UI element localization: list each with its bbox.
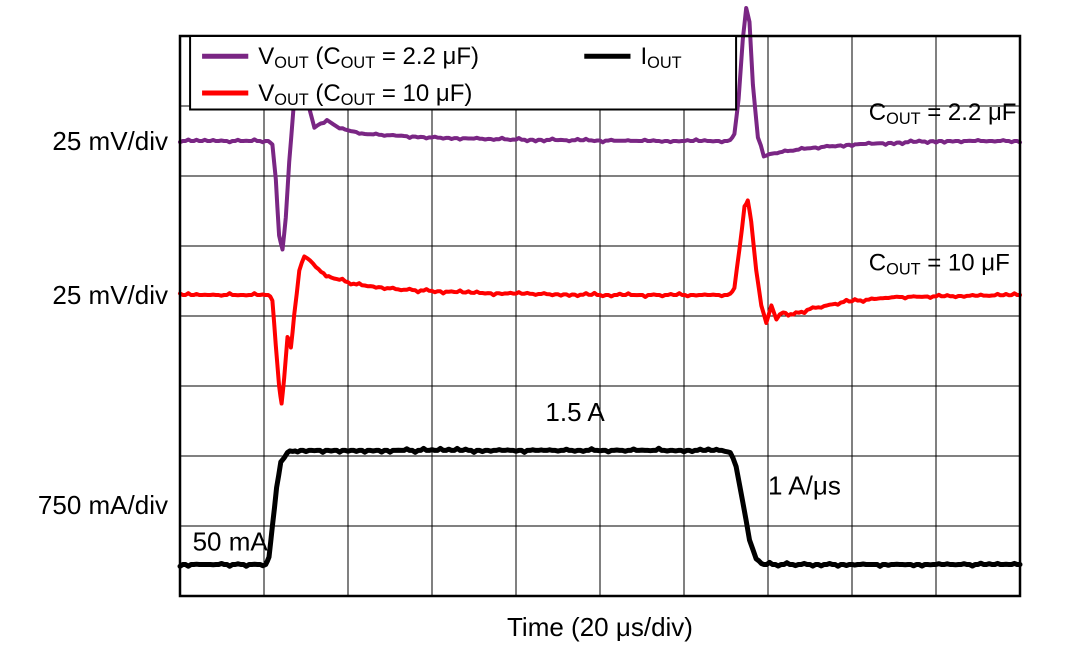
- annotation: 1.5 A: [545, 397, 605, 427]
- y-axis-label: 25 mV/div: [52, 126, 168, 156]
- x-axis-label: Time (20 μs/div): [507, 612, 693, 642]
- figure-container: VOUT (COUT = 2.2 μF)IOUTVOUT (COUT = 10 …: [0, 0, 1084, 668]
- legend: VOUT (COUT = 2.2 μF)IOUTVOUT (COUT = 10 …: [190, 36, 736, 110]
- oscilloscope-chart: VOUT (COUT = 2.2 μF)IOUTVOUT (COUT = 10 …: [0, 0, 1084, 668]
- annotation: 1 A/μs: [768, 471, 841, 501]
- y-axis-label: 25 mV/div: [52, 280, 168, 310]
- annotation: 50 mA: [193, 527, 269, 557]
- y-axis-label: 750 mA/div: [38, 490, 168, 520]
